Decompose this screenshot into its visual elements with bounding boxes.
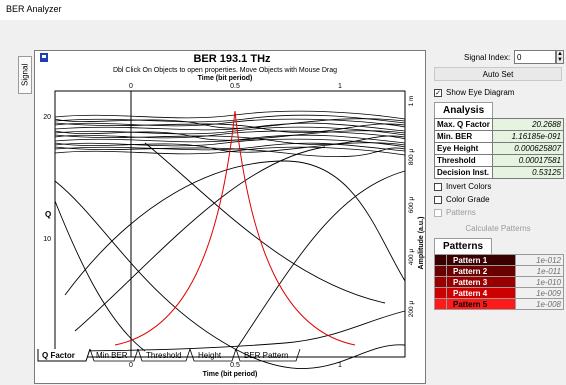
pattern-row[interactable]: Pattern 3 1e-010 bbox=[434, 276, 564, 288]
pattern-name: Pattern 4 bbox=[445, 287, 517, 299]
right-panel: Signal Index: ▲▼ Auto Set ✓ Show Eye Dia… bbox=[430, 42, 566, 378]
patterns-table: Pattern 1 1e-012 Pattern 2 1e-011 Patter… bbox=[434, 254, 564, 310]
analysis-value: 0.00017581 bbox=[492, 154, 564, 167]
right-axis-label: Amplitude (a.u.) bbox=[418, 217, 425, 270]
left-tick-10: 10 bbox=[43, 236, 51, 243]
top-axis-label: Time (bit period) bbox=[198, 75, 253, 82]
tab-min-ber[interactable]: Min BER bbox=[96, 351, 128, 360]
x-tick-top-1: 0.5 bbox=[230, 83, 240, 90]
plot-instructions: Dbl Click On Objects to open properties.… bbox=[113, 67, 337, 74]
analysis-value: 0.53125 bbox=[492, 166, 564, 179]
analysis-row: Eye Height 0.000625807 bbox=[434, 142, 564, 155]
patterns-check-label: Patterns bbox=[446, 208, 476, 217]
analysis-key: Decision Inst. bbox=[434, 166, 493, 179]
invert-colors-checkbox[interactable]: Invert Colors bbox=[434, 182, 491, 191]
pattern-name: Pattern 1 bbox=[445, 254, 517, 266]
invert-colors-label: Invert Colors bbox=[446, 182, 492, 191]
calculate-patterns-button[interactable]: Calculate Patterns bbox=[465, 224, 531, 233]
analysis-value: 1.16185e-091 bbox=[492, 130, 564, 143]
x-tick-bottom-2: 1 bbox=[338, 362, 342, 369]
pattern-value: 1e-012 bbox=[515, 254, 564, 266]
auto-set-button[interactable]: Auto Set bbox=[434, 67, 562, 81]
tab-height[interactable]: Height bbox=[198, 351, 222, 360]
pattern-name: Pattern 3 bbox=[445, 276, 517, 288]
right-tick-600u: 600 μ bbox=[408, 197, 415, 214]
right-axis-ticks: 1 m 800 μ 600 μ 400 μ 200 μ bbox=[408, 96, 415, 318]
analysis-tab[interactable]: Analysis bbox=[434, 102, 494, 118]
right-tick-200u: 200 μ bbox=[408, 301, 415, 318]
window-title-bar: BER Analyzer bbox=[0, 0, 566, 20]
pattern-row[interactable]: Pattern 2 1e-011 bbox=[434, 265, 564, 277]
tab-ber-pattern[interactable]: BER Pattern bbox=[244, 351, 288, 360]
x-tick-top-2: 1 bbox=[338, 83, 342, 90]
analysis-row: Max. Q Factor 20.2688 bbox=[434, 118, 564, 131]
signal-index-label: Signal Index: bbox=[464, 53, 511, 62]
x-tick-top-0: 0 bbox=[129, 83, 133, 90]
pattern-value: 1e-011 bbox=[515, 265, 564, 277]
color-grade-box bbox=[434, 195, 442, 204]
tab-q-factor[interactable]: Q Factor bbox=[42, 351, 75, 360]
ber-plot[interactable]: BER 193.1 THz Dbl Click On Objects to op… bbox=[35, 51, 427, 385]
analysis-table: Max. Q Factor 20.2688 Min. BER 1.16185e-… bbox=[434, 118, 564, 179]
pattern-value: 1e-010 bbox=[515, 276, 564, 288]
color-grade-label: Color Grade bbox=[446, 195, 490, 204]
invert-colors-box bbox=[434, 182, 442, 191]
pattern-name: Pattern 2 bbox=[445, 265, 517, 277]
right-tick-800u: 800 μ bbox=[408, 149, 415, 166]
tab-signal[interactable]: Signal bbox=[18, 56, 32, 94]
analysis-row: Decision Inst. 0.53125 bbox=[434, 166, 564, 179]
plot-area[interactable] bbox=[54, 90, 406, 358]
patterns-checkbox[interactable]: Patterns bbox=[434, 208, 476, 217]
signal-index-spinner[interactable]: ▲ ▼ bbox=[556, 50, 564, 64]
pattern-swatch bbox=[434, 265, 447, 277]
x-tick-bottom-1: 0.5 bbox=[230, 362, 240, 369]
right-tick-400u: 400 μ bbox=[408, 249, 415, 266]
analysis-row: Threshold 0.00017581 bbox=[434, 154, 564, 167]
analysis-key: Min. BER bbox=[434, 130, 493, 143]
analysis-key: Eye Height bbox=[434, 142, 493, 155]
plot-window-icon bbox=[40, 53, 48, 62]
plot-title: BER 193.1 THz bbox=[193, 53, 271, 65]
analysis-key: Max. Q Factor bbox=[434, 118, 493, 131]
eye-top-band bbox=[54, 110, 406, 158]
pattern-name: Pattern 5 bbox=[445, 298, 517, 310]
bottom-axis-label: Time (bit period) bbox=[203, 371, 258, 378]
q-factor-curve[interactable] bbox=[114, 110, 356, 346]
left-axis-label: Q bbox=[45, 210, 51, 219]
main-area: Signal BER 193.1 THz Dbl Click On Object… bbox=[0, 20, 566, 384]
pattern-swatch bbox=[434, 276, 447, 288]
analysis-value: 20.2688 bbox=[492, 118, 564, 131]
bottom-tab-strip: Q Factor Min BER Threshold Height BER Pa… bbox=[37, 348, 301, 362]
pattern-row[interactable]: Pattern 4 1e-009 bbox=[434, 287, 564, 299]
signal-index-input[interactable] bbox=[514, 50, 556, 64]
right-tick-1m: 1 m bbox=[408, 96, 415, 107]
eye-transition-traces bbox=[54, 142, 406, 369]
x-tick-bottom-0: 0 bbox=[129, 362, 133, 369]
pattern-value: 1e-008 bbox=[515, 298, 564, 310]
patterns-box bbox=[434, 208, 442, 217]
pattern-value: 1e-009 bbox=[515, 287, 564, 299]
show-eye-label: Show Eye Diagram bbox=[446, 88, 515, 97]
pattern-row[interactable]: Pattern 5 1e-008 bbox=[434, 298, 564, 310]
show-eye-diagram-checkbox[interactable]: ✓ Show Eye Diagram bbox=[434, 88, 514, 97]
analysis-key: Threshold bbox=[434, 154, 493, 167]
pattern-swatch bbox=[434, 298, 447, 310]
patterns-tab[interactable]: Patterns bbox=[434, 238, 493, 254]
tab-threshold[interactable]: Threshold bbox=[146, 351, 182, 360]
pattern-swatch bbox=[434, 287, 447, 299]
show-eye-check-icon: ✓ bbox=[434, 88, 442, 97]
left-tick-20: 20 bbox=[43, 114, 51, 121]
pattern-swatch bbox=[434, 254, 447, 266]
analysis-value: 0.000625807 bbox=[492, 142, 564, 155]
window-title: BER Analyzer bbox=[6, 4, 62, 14]
color-grade-checkbox[interactable]: Color Grade bbox=[434, 195, 490, 204]
analysis-row: Min. BER 1.16185e-091 bbox=[434, 130, 564, 143]
plot-frame[interactable]: BER 193.1 THz Dbl Click On Objects to op… bbox=[34, 50, 426, 384]
pattern-row[interactable]: Pattern 1 1e-012 bbox=[434, 254, 564, 266]
